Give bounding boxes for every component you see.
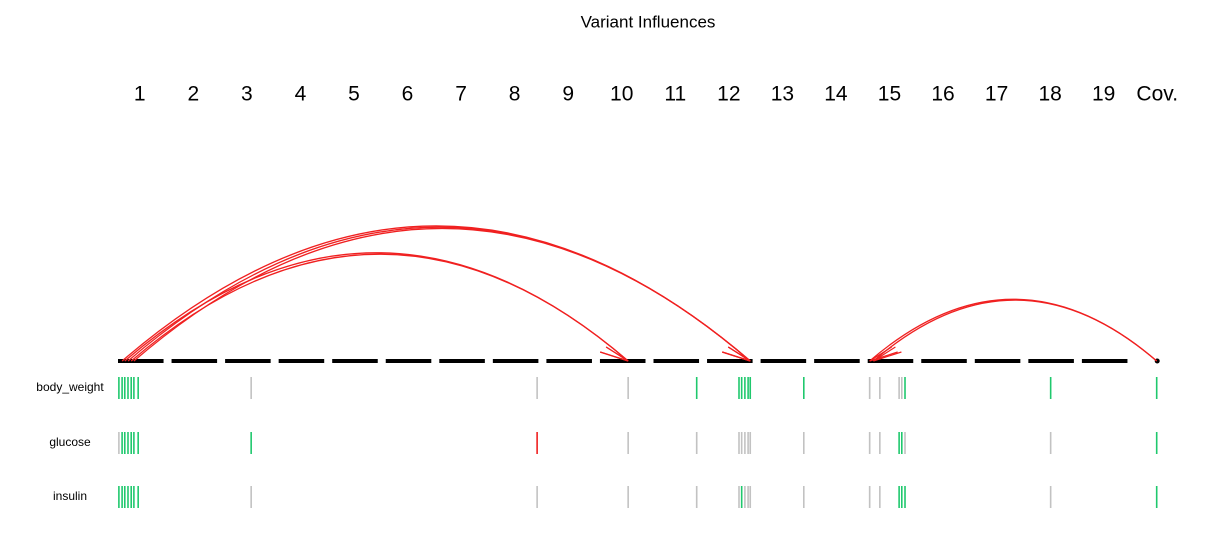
chromosome-label: 18: [1038, 83, 1061, 106]
chromosome-label: 2: [187, 83, 199, 106]
arrow-head: [873, 346, 902, 362]
chromosome-label: 9: [562, 83, 574, 106]
chromosome-label: 12: [717, 83, 740, 106]
interaction-arc: [872, 299, 1158, 362]
interaction-arc: [133, 227, 751, 362]
chromosome-label: 4: [295, 83, 307, 106]
interaction-arc: [121, 225, 751, 362]
trait-label: glucose: [49, 435, 91, 449]
chromosome-label: 13: [771, 83, 794, 106]
chromosome-label: 8: [509, 83, 521, 106]
interaction-arc: [130, 253, 629, 362]
chromosome-label: 15: [878, 83, 901, 106]
chromosome-label: 16: [931, 83, 954, 106]
chromosome-label: Cov.: [1136, 83, 1178, 106]
chromosome-label: 6: [402, 83, 414, 106]
chromosome-label: 19: [1092, 83, 1115, 106]
chromosome-label: 1: [134, 83, 146, 106]
chromosome-label: 11: [664, 83, 686, 106]
chart-title: Variant Influences: [581, 12, 716, 31]
chromosome-label: 10: [610, 83, 633, 106]
chromosome-label: 17: [985, 83, 1008, 106]
arrow-head: [722, 346, 751, 362]
trait-label: body_weight: [36, 380, 104, 394]
chromosome-label: 3: [241, 83, 253, 106]
chromosome-label: 5: [348, 83, 360, 106]
arrow-head: [599, 346, 629, 362]
interaction-arc: [124, 252, 629, 362]
trait-label: insulin: [53, 489, 87, 503]
chromosome-label: 7: [455, 83, 467, 106]
chromosome-label: 14: [824, 83, 848, 106]
